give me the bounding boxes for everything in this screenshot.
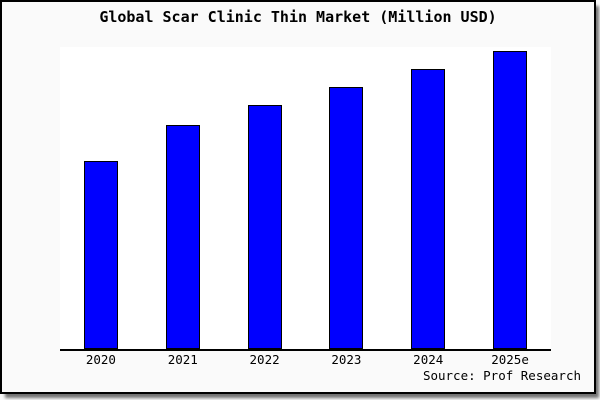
bar-2022: [247, 105, 282, 349]
bar-2025e: [493, 51, 528, 349]
bar-slot-2022: [224, 47, 306, 349]
chart-frame: Global Scar Clinic Thin Market (Million …: [0, 0, 596, 394]
chart-title: Global Scar Clinic Thin Market (Million …: [99, 8, 497, 26]
bar-slot-2024: [387, 47, 469, 349]
bar-slot-2020: [60, 47, 142, 349]
bar-2020: [83, 161, 118, 349]
x-tick-label-2025e: 2025e: [491, 352, 529, 367]
bar-2021: [165, 125, 200, 349]
x-tick-label-2022: 2022: [249, 352, 280, 367]
x-axis-labels: 2020 2021 2022 2023 2024 2025e: [60, 353, 551, 367]
bar-slot-2025e: [469, 47, 551, 349]
bar-slot-2023: [305, 47, 387, 349]
x-tick-label-2021: 2021: [167, 352, 198, 367]
plot-area: [60, 47, 551, 351]
x-tick-label-2023: 2023: [331, 352, 362, 367]
bars-container: [60, 47, 551, 349]
x-tick-label-2020: 2020: [85, 352, 116, 367]
bar-slot-2021: [142, 47, 224, 349]
source-note: Source: Prof Research: [422, 368, 581, 383]
x-tick-label-2024: 2024: [413, 352, 444, 367]
bar-2024: [411, 69, 446, 349]
bar-2023: [329, 87, 364, 349]
